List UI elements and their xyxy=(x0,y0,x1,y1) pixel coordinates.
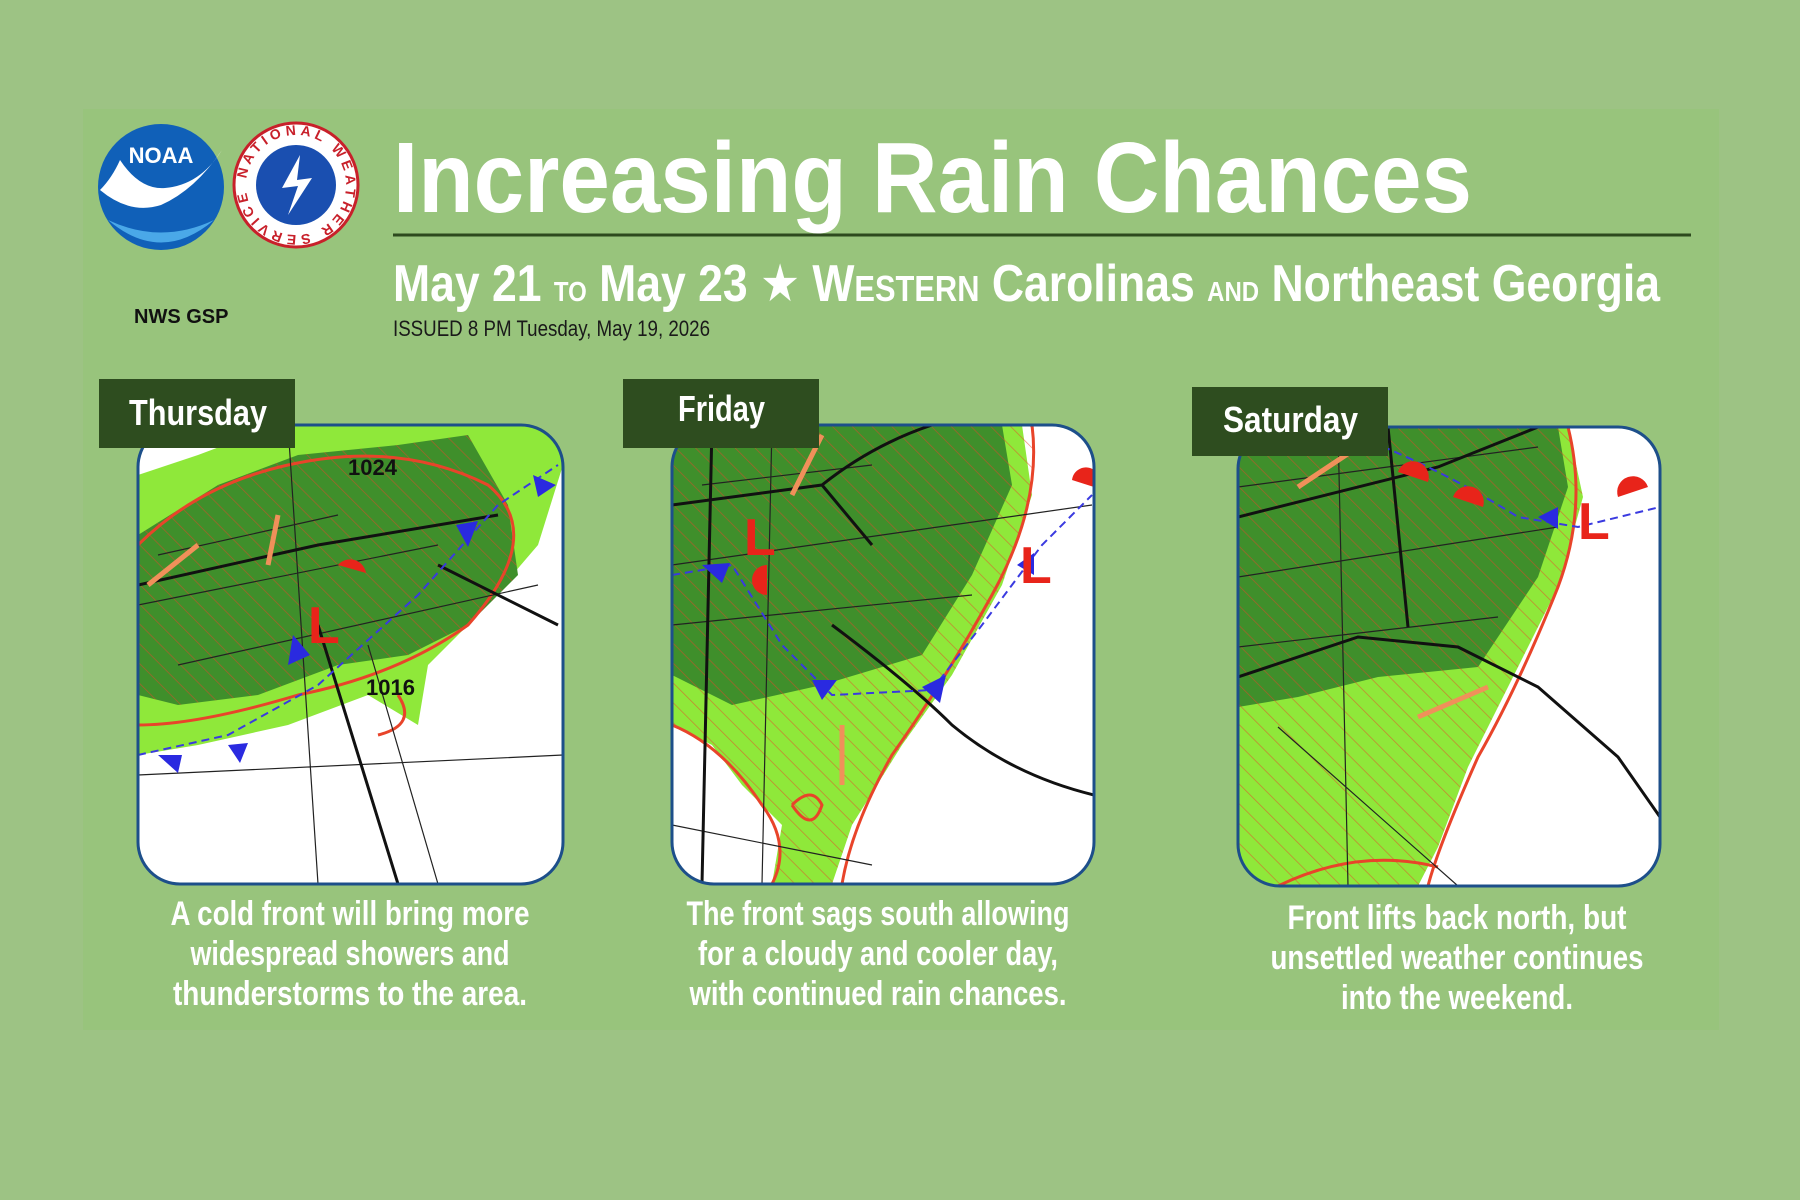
noaa-text: NOAA xyxy=(129,143,194,168)
caption-line: thunderstorms to the area. xyxy=(173,975,527,1013)
map-label: 1016 xyxy=(366,675,415,700)
caption-line: into the weekend. xyxy=(1341,979,1573,1017)
subtitle-part: to xyxy=(554,266,587,310)
subtitle-part: Carolinas xyxy=(992,255,1195,313)
subtitle-part: and xyxy=(1207,266,1259,310)
day-tab xyxy=(99,379,295,448)
map-label: L xyxy=(1578,493,1610,551)
subtitle-part: Western xyxy=(812,255,979,313)
map: 1024 1016 L xyxy=(136,423,565,886)
nws-logo: NATIONAL WEATHER SERVICE xyxy=(232,121,360,249)
map-label: 1024 xyxy=(348,455,398,480)
subtitle: May 21 to May 23 ★ Western Carolinas and… xyxy=(393,255,1661,313)
day-label: Friday xyxy=(678,388,765,429)
map-label: L xyxy=(744,509,776,567)
map: L L xyxy=(670,423,1096,886)
title: Increasing Rain Chances xyxy=(393,122,1472,234)
caption-line: A cold front will bring more xyxy=(171,895,530,933)
day-tab xyxy=(623,379,819,448)
map-label: L xyxy=(308,597,340,655)
day-label: Thursday xyxy=(129,392,267,433)
subtitle-part: May 21 xyxy=(393,255,542,313)
day-tab xyxy=(1192,387,1388,456)
caption-line: The front sags south allowing xyxy=(687,895,1070,933)
map-label: L xyxy=(1020,537,1052,595)
caption-line: with continued rain chances. xyxy=(689,975,1067,1013)
office: NWS GSP xyxy=(134,306,228,328)
day-label: Saturday xyxy=(1223,399,1358,440)
noaa-logo: NOAA xyxy=(98,124,224,250)
subtitle-part: May 23 xyxy=(599,255,748,313)
caption-line: unsettled weather continues xyxy=(1271,939,1644,977)
caption-line: widespread showers and xyxy=(190,935,510,973)
subtitle-part: ★ xyxy=(760,255,800,313)
captions: A cold front will bring more widespread … xyxy=(171,895,1644,1017)
caption-line: for a cloudy and cooler day, xyxy=(698,935,1058,973)
issued: ISSUED 8 PM Tuesday, May 19, 2026 xyxy=(393,316,710,341)
caption-line: Front lifts back north, but xyxy=(1288,899,1627,937)
map: L xyxy=(1236,425,1662,888)
subtitle-part: Northeast Georgia xyxy=(1272,255,1661,313)
